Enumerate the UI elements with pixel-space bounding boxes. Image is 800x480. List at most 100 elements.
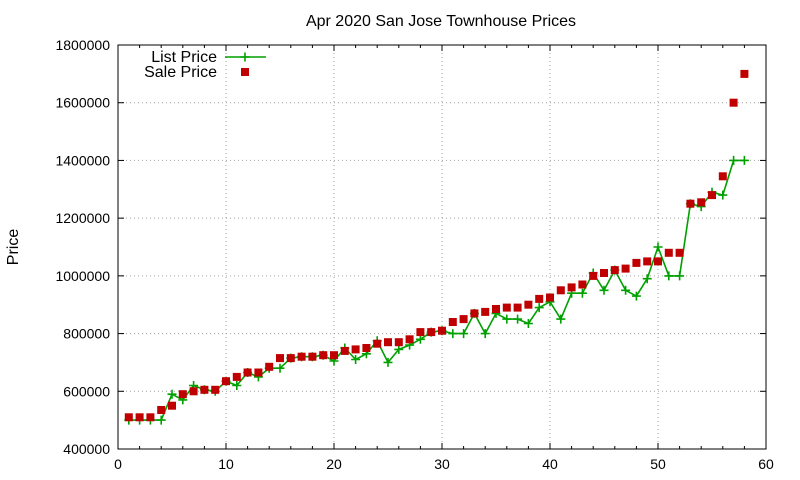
sale-price-point: [384, 338, 392, 347]
sale-price-point: [481, 307, 490, 316]
list-price-point: [718, 190, 728, 200]
sale-price-point: [168, 401, 176, 410]
sale-price-point: [578, 280, 587, 289]
sale-price-point: [416, 328, 425, 337]
legend-label-sale-price: Sale Price: [144, 64, 217, 81]
list-price-point: [621, 285, 631, 295]
sale-price-point: [330, 351, 338, 360]
list-price-point: [653, 242, 663, 252]
sale-price-point: [276, 354, 284, 363]
plot-frame: [117, 44, 767, 450]
sale-price-point: [502, 303, 511, 312]
sale-price-series: [124, 69, 749, 422]
x-tick-label: 50: [650, 456, 666, 472]
sale-price-point: [664, 248, 673, 257]
list-price-point: [631, 291, 641, 301]
chart-title: Apr 2020 San Jose Townhouse Prices: [306, 13, 576, 30]
y-tick-labels: 400000 600000 800000 1000000 1200000 1400000 1…: [55, 37, 110, 457]
list-price-point: [351, 355, 361, 364]
y-axis-label: Price: [5, 229, 22, 266]
y-tick-label: 1600000: [55, 95, 110, 111]
sale-price-point: [708, 191, 716, 200]
x-tick-label: 60: [758, 456, 774, 472]
sale-price-point: [243, 368, 252, 377]
sale-price-point: [718, 172, 727, 181]
sale-price-point: [351, 345, 360, 354]
sale-price-point: [405, 335, 414, 344]
sale-price-point: [729, 98, 738, 107]
y-tick-label: 1400000: [55, 152, 110, 168]
list-price-point: [729, 155, 739, 165]
sale-price-point: [362, 344, 371, 352]
x-tick-label: 20: [326, 456, 342, 472]
sale-price-point: [600, 269, 608, 277]
list-price-point: [480, 329, 490, 339]
sale-price-point: [438, 326, 446, 335]
sale-price-point: [340, 346, 349, 355]
sale-price-point: [610, 266, 619, 275]
y-tick-label: 1800000: [55, 37, 110, 53]
sale-price-point: [740, 69, 749, 78]
list-price-point: [448, 329, 458, 339]
sale-price-point: [556, 286, 565, 295]
sale-price-point: [470, 309, 479, 318]
list-price-point: [459, 329, 469, 339]
list-price-point: [664, 271, 674, 281]
sale-price-point: [373, 339, 382, 348]
sale-price-point: [308, 352, 317, 361]
list-price-point: [642, 274, 652, 284]
sale-price-point: [535, 294, 544, 303]
list-price-point: [502, 314, 512, 324]
sale-price-point: [632, 258, 641, 267]
x-tick-labels: 0 10 20 30 40 50 60: [114, 456, 774, 472]
sale-price-point: [189, 387, 198, 396]
sale-price-point: [265, 362, 274, 371]
sale-price-point: [319, 351, 328, 360]
sale-price-point: [124, 413, 133, 422]
sale-price-point: [135, 413, 144, 422]
list-price-point: [675, 271, 685, 281]
legend-marker-sale-price: [241, 68, 249, 76]
sale-price-point: [211, 385, 220, 394]
x-tick-label: 0: [114, 456, 122, 472]
sale-price-point: [178, 390, 187, 399]
list-price-point: [415, 334, 425, 344]
sale-price-point: [427, 328, 436, 337]
legend-marker-list-price: [240, 52, 250, 62]
y-tick-label: 800000: [63, 326, 110, 342]
sale-price-point: [697, 198, 706, 207]
sale-price-point: [459, 315, 468, 324]
list-price-point: [383, 357, 393, 367]
sale-price-point: [222, 377, 230, 386]
list-price-point: [523, 319, 533, 328]
y-tick-label: 1000000: [55, 268, 110, 284]
list-price-point: [556, 314, 566, 324]
sale-price-point: [589, 271, 598, 280]
sale-price-point: [146, 413, 155, 422]
y-tick-label: 1200000: [55, 210, 110, 226]
list-price-point: [275, 363, 285, 373]
list-price-point: [534, 303, 544, 313]
sale-price-point: [394, 338, 403, 347]
y-tick-label: 600000: [63, 383, 110, 399]
list-price-point: [513, 314, 523, 324]
list-price-point: [577, 288, 587, 298]
sale-price-point: [492, 305, 500, 313]
sale-price-point: [546, 293, 554, 302]
list-price-point: [232, 381, 242, 390]
sale-price-point: [297, 352, 306, 361]
x-tick-label: 10: [218, 456, 234, 472]
sale-price-point: [286, 354, 295, 363]
sale-price-point: [254, 368, 263, 377]
legend-label-list-price: List Price: [151, 49, 217, 66]
list-price-point: [167, 389, 177, 399]
sale-price-point: [621, 264, 630, 273]
sale-price-point: [157, 406, 166, 414]
sale-price-point: [643, 257, 652, 266]
list-price-line: [128, 159, 745, 421]
x-tick-label: 30: [434, 456, 450, 472]
legend: List Price Sale Price: [144, 49, 266, 81]
sale-price-point: [513, 303, 522, 312]
